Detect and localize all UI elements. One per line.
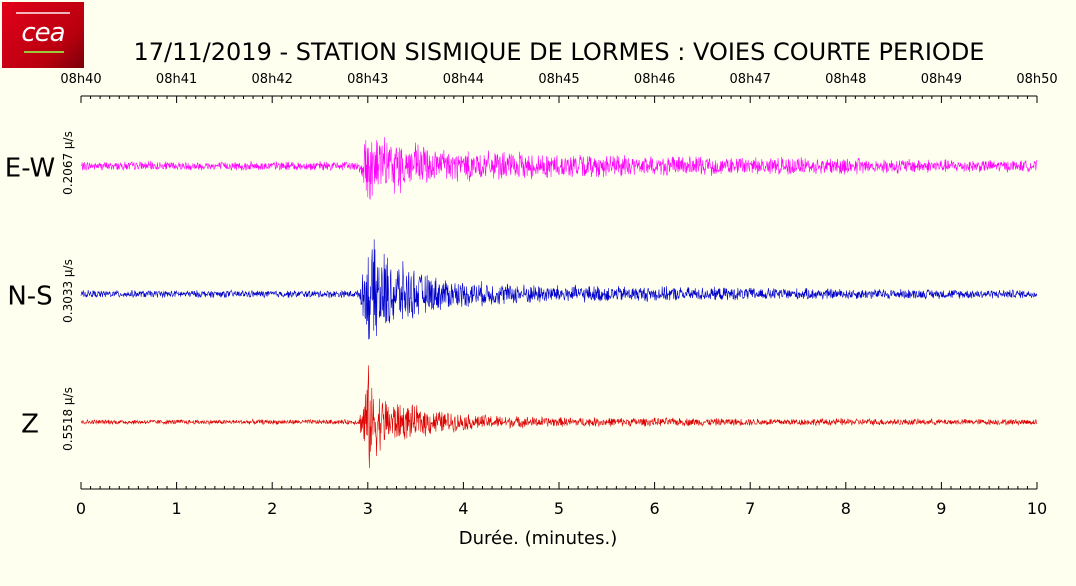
cea-logo: cea bbox=[2, 2, 84, 68]
x-tick-label: 5 bbox=[554, 499, 564, 518]
top-time-label: 08h44 bbox=[443, 72, 484, 87]
top-time-label: 08h47 bbox=[730, 72, 771, 87]
trace-z bbox=[80, 365, 1038, 469]
x-tick-label: 9 bbox=[936, 499, 946, 518]
x-tick-label: 7 bbox=[745, 499, 755, 518]
top-time-label: 08h45 bbox=[538, 72, 579, 87]
x-tick-label: 10 bbox=[1027, 499, 1047, 518]
x-tick-label: 0 bbox=[76, 499, 86, 518]
top-time-label: 08h43 bbox=[347, 72, 388, 87]
logo-wordmark: cea bbox=[21, 18, 65, 48]
x-tick-label: 1 bbox=[172, 499, 182, 518]
x-tick-label: 8 bbox=[841, 499, 851, 518]
x-tick-label: 2 bbox=[267, 499, 277, 518]
trace-ew bbox=[80, 137, 1038, 200]
logo-underline bbox=[24, 51, 64, 53]
channel-label-z: Z bbox=[21, 410, 39, 440]
top-time-label: 08h40 bbox=[60, 72, 101, 87]
scale-label: 0.5518 µ/s bbox=[61, 387, 75, 451]
chart-title: 17/11/2019 - STATION SISMIQUE DE LORMES … bbox=[133, 38, 985, 66]
x-tick-label: 4 bbox=[458, 499, 468, 518]
top-time-label: 08h48 bbox=[825, 72, 866, 87]
top-time-label: 08h50 bbox=[1016, 72, 1057, 87]
top-time-label: 08h41 bbox=[156, 72, 197, 87]
logo-caption-line bbox=[16, 12, 70, 14]
top-time-label: 08h49 bbox=[921, 72, 962, 87]
x-axis-label: Durée. (minutes.) bbox=[458, 528, 618, 549]
scale-label: 0.2067 µ/s bbox=[61, 131, 75, 195]
x-tick-label: 3 bbox=[363, 499, 373, 518]
scale-label: 0.3033 µ/s bbox=[61, 259, 75, 323]
channel-label-ns: N-S bbox=[7, 282, 52, 312]
trace-ns bbox=[80, 239, 1038, 340]
x-tick-label: 6 bbox=[650, 499, 660, 518]
top-time-label: 08h46 bbox=[634, 72, 675, 87]
top-time-label: 08h42 bbox=[252, 72, 293, 87]
channel-label-ew: E-W bbox=[5, 154, 55, 184]
